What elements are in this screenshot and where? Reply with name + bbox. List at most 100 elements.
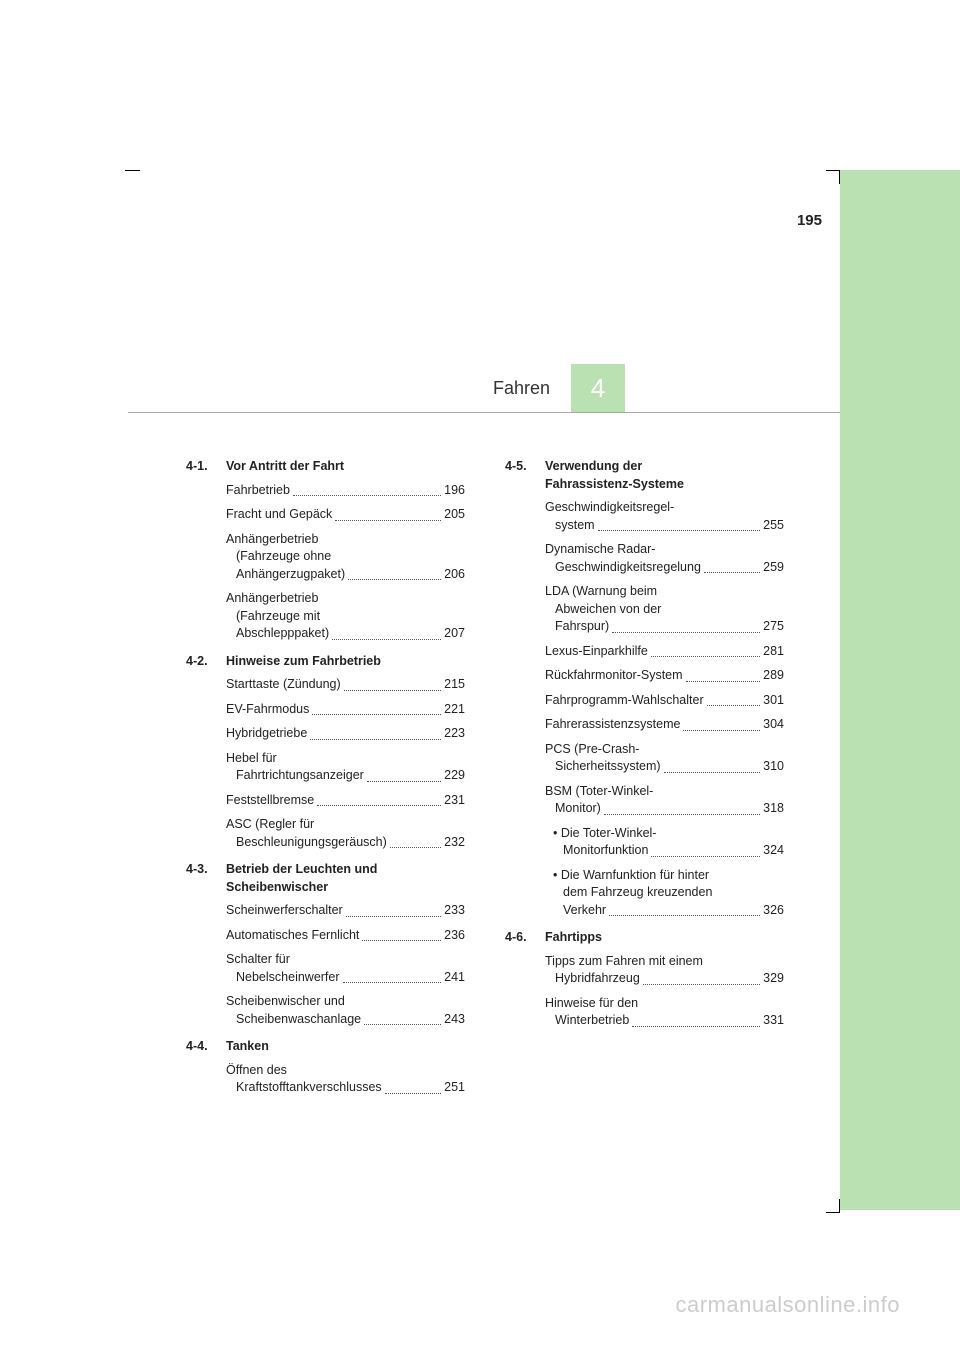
toc-entry-page: 223 bbox=[444, 725, 465, 743]
toc-entry: Automatisches Fernlicht236 bbox=[226, 927, 465, 945]
toc-section-title: Hinweise zum Fahrbetrieb bbox=[226, 653, 381, 671]
toc-section-title: Tanken bbox=[226, 1038, 269, 1056]
toc-section-head: 4-4.Tanken bbox=[186, 1038, 465, 1056]
toc-dots bbox=[346, 916, 441, 917]
side-tab bbox=[840, 170, 960, 1210]
toc-entry-line: system255 bbox=[545, 517, 784, 535]
table-of-contents: 4-1.Vor Antritt der FahrtFahrbetrieb196F… bbox=[186, 458, 784, 1107]
toc-entry-label: EV-Fahrmodus bbox=[226, 701, 309, 719]
toc-entry-line: Hebel für bbox=[226, 750, 465, 768]
toc-entry: Dynamische Radar-Geschwindigkeitsregelun… bbox=[545, 541, 784, 576]
toc-dots bbox=[317, 805, 441, 806]
toc-entry-label: Starttaste (Zündung) bbox=[226, 676, 341, 694]
toc-dots bbox=[364, 1024, 441, 1025]
toc-entry-label: Fracht und Gepäck bbox=[226, 506, 332, 524]
toc-entry-page: 231 bbox=[444, 792, 465, 810]
toc-entry-line: Fahrspur)275 bbox=[545, 618, 784, 636]
toc-entry-page: 259 bbox=[763, 559, 784, 577]
toc-entry-page: 255 bbox=[763, 517, 784, 535]
toc-entry-line: Kraftstofftankverschlusses251 bbox=[226, 1079, 465, 1097]
toc-section-number: 4-2. bbox=[186, 653, 226, 671]
toc-section-number: 4-1. bbox=[186, 458, 226, 476]
toc-entry-page: 215 bbox=[444, 676, 465, 694]
toc-entry-line: BSM (Toter-Winkel- bbox=[545, 783, 784, 801]
toc-section-number: 4-5. bbox=[505, 458, 545, 493]
toc-entry-line: Verkehr326 bbox=[553, 902, 784, 920]
toc-section-head: 4-6.Fahrtipps bbox=[505, 929, 784, 947]
toc-entry-page: 243 bbox=[444, 1011, 465, 1029]
toc-entry-line: Anhängerzugpaket)206 bbox=[226, 566, 465, 584]
toc-entry-line: Schalter für bbox=[226, 951, 465, 969]
toc-dots bbox=[332, 639, 441, 640]
toc-entry-page: 331 bbox=[763, 1012, 784, 1030]
toc-entry-line: Scheibenwaschanlage243 bbox=[226, 1011, 465, 1029]
toc-entry-page: 221 bbox=[444, 701, 465, 719]
toc-dots bbox=[367, 781, 441, 782]
toc-section: 4-2.Hinweise zum Fahrbetrieb Starttaste (… bbox=[186, 653, 465, 852]
toc-column-left: 4-1.Vor Antritt der FahrtFahrbetrieb196F… bbox=[186, 458, 465, 1107]
toc-entry-line: Anhängerbetrieb bbox=[226, 531, 465, 549]
toc-dots bbox=[390, 847, 441, 848]
toc-entry: Hebel fürFahrtrichtungsanzeiger229 bbox=[226, 750, 465, 785]
toc-entry-line: Öffnen des bbox=[226, 1062, 465, 1080]
toc-entry-page: 205 bbox=[444, 506, 465, 524]
toc-entry: ASC (Regler fürBeschleunigungsgeräusch)2… bbox=[226, 816, 465, 851]
toc-entry-page: 232 bbox=[444, 834, 465, 852]
toc-entry: Fracht und Gepäck 205 bbox=[226, 506, 465, 524]
toc-entry-page: 251 bbox=[444, 1079, 465, 1097]
toc-section-title: Verwendung derFahrassistenz-Systeme bbox=[545, 458, 684, 493]
toc-entry-line: Abweichen von der bbox=[545, 601, 784, 619]
toc-entry: Öffnen desKraftstofftankverschlusses251 bbox=[226, 1062, 465, 1097]
toc-entry: PCS (Pre-Crash-Sicherheitssystem)310 bbox=[545, 741, 784, 776]
toc-entry-line: Hybridfahrzeug329 bbox=[545, 970, 784, 988]
toc-entry-line: ASC (Regler für bbox=[226, 816, 465, 834]
toc-section-head: 4-3.Betrieb der Leuchten undScheibenwisc… bbox=[186, 861, 465, 896]
toc-entry: Fahrerassistenzsysteme 304 bbox=[545, 716, 784, 734]
toc-section-number: 4-4. bbox=[186, 1038, 226, 1056]
toc-entry: Tipps zum Fahren mit einemHybridfahrzeug… bbox=[545, 953, 784, 988]
toc-entry-line: Geschwindigkeitsregel- bbox=[545, 499, 784, 517]
toc-entry-page: 304 bbox=[763, 716, 784, 734]
toc-column-right: 4-5.Verwendung derFahrassistenz-Systeme G… bbox=[505, 458, 784, 1107]
toc-entry-line: dem Fahrzeug kreuzenden bbox=[553, 884, 784, 902]
toc-entry-line: Fahrtrichtungsanzeiger229 bbox=[226, 767, 465, 785]
toc-entry-line: Sicherheitssystem)310 bbox=[545, 758, 784, 776]
toc-entry: LDA (Warnung beimAbweichen von derFahrsp… bbox=[545, 583, 784, 636]
toc-entry-page: 233 bbox=[444, 902, 465, 920]
toc-entry-line: Winterbetrieb331 bbox=[545, 1012, 784, 1030]
crop-mark bbox=[125, 170, 140, 171]
chapter-number-badge: 4 bbox=[571, 364, 625, 412]
toc-entry: Anhängerbetrieb(Fahrzeuge mitAbschlepppa… bbox=[226, 590, 465, 643]
toc-section: 4-3.Betrieb der Leuchten undScheibenwisc… bbox=[186, 861, 465, 1028]
toc-dots bbox=[707, 705, 761, 706]
toc-entry-page: 289 bbox=[763, 667, 784, 685]
toc-entry-page: 324 bbox=[763, 842, 784, 860]
toc-entry-line: Scheibenwischer und bbox=[226, 993, 465, 1011]
toc-entry-line: Geschwindigkeitsregelung259 bbox=[545, 559, 784, 577]
toc-dots bbox=[293, 495, 441, 496]
toc-entry: Scheinwerferschalter 233 bbox=[226, 902, 465, 920]
toc-dots bbox=[312, 714, 441, 715]
toc-dots bbox=[604, 814, 760, 815]
toc-entry-label: Fahrbetrieb bbox=[226, 482, 290, 500]
toc-entry-line: Nebelscheinwerfer241 bbox=[226, 969, 465, 987]
toc-entry-line: Beschleunigungsgeräusch)232 bbox=[226, 834, 465, 852]
toc-section-title: Betrieb der Leuchten undScheibenwischer bbox=[226, 861, 377, 896]
toc-dots bbox=[385, 1093, 441, 1094]
toc-entry-label: Scheinwerferschalter bbox=[226, 902, 343, 920]
toc-entry-line: Anhängerbetrieb bbox=[226, 590, 465, 608]
toc-entry-label: Fahrerassistenzsysteme bbox=[545, 716, 680, 734]
toc-entry: Schalter fürNebelscheinwerfer241 bbox=[226, 951, 465, 986]
toc-bullet-entry: • Die Toter-Winkel-Monitorfunktion324 bbox=[553, 825, 784, 860]
toc-entry-page: 275 bbox=[763, 618, 784, 636]
toc-dots bbox=[343, 982, 442, 983]
toc-dots bbox=[651, 656, 760, 657]
toc-entry-line: • Die Toter-Winkel- bbox=[553, 825, 784, 843]
toc-dots bbox=[612, 632, 760, 633]
page-number: 195 bbox=[797, 212, 822, 229]
toc-entry-page: 318 bbox=[763, 800, 784, 818]
watermark: carmanualsonline.info bbox=[675, 1292, 900, 1318]
toc-entry-line: PCS (Pre-Crash- bbox=[545, 741, 784, 759]
toc-entry: Geschwindigkeitsregel-system255 bbox=[545, 499, 784, 534]
toc-entry-page: 329 bbox=[763, 970, 784, 988]
